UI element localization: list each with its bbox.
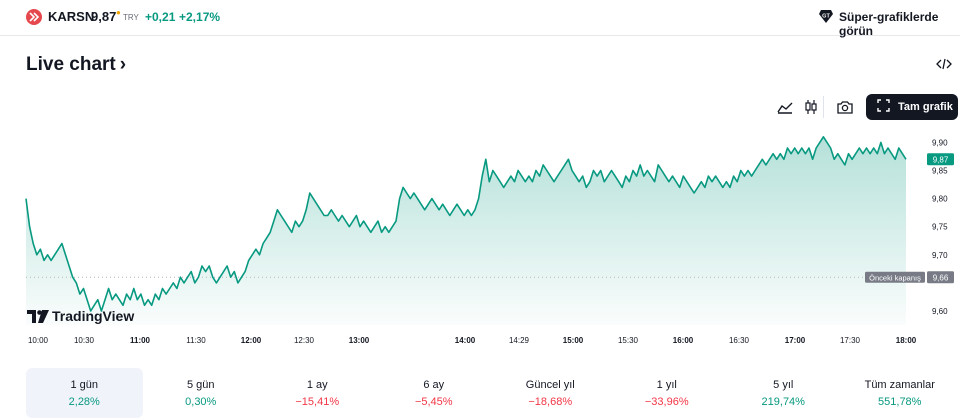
range-label: Tüm zamanlar (864, 378, 935, 391)
price-area-fill (26, 136, 906, 325)
currency-label: TRY (123, 13, 139, 22)
range-option[interactable]: Güncel yıl −18,68% (492, 368, 609, 418)
range-label: 1 yıl (656, 378, 677, 391)
x-axis-tick-label: 15:30 (618, 336, 639, 345)
range-label: 1 ay (306, 378, 328, 391)
x-axis-tick-label: 14:00 (455, 336, 476, 345)
range-label: 5 yıl (773, 378, 794, 391)
x-axis-tick-label: 11:00 (130, 336, 151, 345)
range-option[interactable]: Tüm zamanlar 551,78% (842, 368, 959, 418)
x-axis-tick-label: 16:00 (673, 336, 694, 345)
x-axis-tick-label: 10:00 (28, 336, 49, 345)
x-axis-tick-label: 11:30 (186, 336, 206, 345)
x-axis-tick-label: 16:30 (729, 336, 750, 345)
price-change: +0,21 (145, 10, 176, 24)
y-axis-tick-label: 9,60 (932, 307, 948, 316)
full-chart-label: Tam grafik (898, 101, 953, 113)
embed-code-icon[interactable] (936, 57, 952, 76)
tradingview-logo: TradingView (27, 308, 134, 324)
last-price: 9,87 (91, 9, 117, 24)
range-option[interactable]: 5 yıl 219,74% (725, 368, 842, 418)
x-axis-tick-label: 17:00 (785, 336, 806, 345)
x-axis-tick-label: 15:00 (563, 336, 584, 345)
range-label: Güncel yıl (525, 378, 575, 391)
range-change-value: 219,74% (761, 395, 805, 408)
svg-text:9,66: 9,66 (933, 273, 949, 282)
range-change-value: −5,45% (414, 395, 453, 408)
live-chart-title: Live chart (26, 54, 116, 75)
tradingview-wordmark: TradingView (52, 308, 135, 324)
range-option[interactable]: 1 yıl −33,96% (609, 368, 726, 418)
live-chart-link[interactable]: Live chart › (26, 54, 126, 76)
range-label: 6 ay (423, 378, 445, 391)
y-axis-tick-label: 9,90 (932, 138, 948, 147)
fullscreen-icon (877, 99, 890, 115)
ticker-symbol[interactable]: KARSN (48, 9, 95, 24)
y-axis-tick-label: 9,85 (932, 167, 948, 176)
top-bar: KARSN 9,87 ● TRY +0,21 +2,17% GT Süper-g… (0, 0, 960, 38)
x-axis-tick-label: 13:00 (349, 336, 370, 345)
previous-close-label: Önceki kapanış (865, 271, 925, 283)
range-option[interactable]: 1 gün 2,28% (26, 368, 143, 418)
price-chart[interactable]: 9,90 9,85 9,80 9,75 9,70 9,60 10:00 10:30 11:00… (0, 120, 960, 350)
range-change-value: −33,96% (644, 395, 689, 408)
range-change-value: 2,28% (68, 395, 100, 408)
x-axis-tick-label: 14:29 (509, 336, 530, 345)
full-chart-button[interactable]: Tam grafik (866, 94, 958, 120)
range-change-value: −15,41% (295, 395, 340, 408)
range-label: 1 gün (70, 378, 99, 391)
y-axis-tick-label: 9,75 (932, 223, 948, 232)
tradingview-icon (27, 309, 49, 323)
y-axis-tick-label: 9,80 (932, 195, 948, 204)
super-charts-icon[interactable]: GT (818, 8, 834, 29)
svg-text:9,87: 9,87 (933, 155, 949, 164)
svg-text:GT: GT (822, 14, 830, 20)
range-change-value: −18,68% (528, 395, 573, 408)
svg-text:Önceki kapanış: Önceki kapanış (869, 273, 921, 282)
range-option[interactable]: 5 gün 0,30% (143, 368, 260, 418)
period-range-selector: 1 gün 2,28% 5 gün 0,30% 1 ay −15,41% 6 ay −5,45… (26, 368, 958, 418)
previous-close-price-badge: 9,66 (927, 271, 954, 284)
super-charts-link[interactable]: Süper-grafiklerde görün (839, 10, 939, 38)
toolbar-divider (823, 96, 824, 118)
x-axis-tick-label: 12:00 (241, 336, 262, 345)
range-change-value: 0,30% (185, 395, 217, 408)
y-axis-tick-label: 9,70 (932, 251, 948, 260)
camera-icon[interactable] (833, 95, 857, 119)
range-label: 5 gün (186, 378, 215, 391)
range-change-value: 551,78% (878, 395, 922, 408)
chevron-right-icon: › (119, 54, 127, 75)
area-chart-icon[interactable] (773, 95, 797, 119)
market-status-dot: ● (116, 8, 121, 17)
candlestick-icon[interactable] (799, 95, 823, 119)
last-price-badge: 9,87 (927, 153, 954, 166)
x-axis-tick-label: 12:30 (294, 336, 315, 345)
symbol-logo-icon (26, 9, 42, 25)
range-option[interactable]: 1 ay −15,41% (259, 368, 376, 418)
x-axis-tick-label: 18:00 (896, 336, 917, 345)
x-axis-tick-label: 17:30 (840, 336, 861, 345)
x-axis-tick-label: 10:30 (74, 336, 95, 345)
range-option[interactable]: 6 ay −5,45% (376, 368, 493, 418)
price-change-percent: +2,17% (179, 10, 221, 24)
price-line (25, 136, 907, 312)
